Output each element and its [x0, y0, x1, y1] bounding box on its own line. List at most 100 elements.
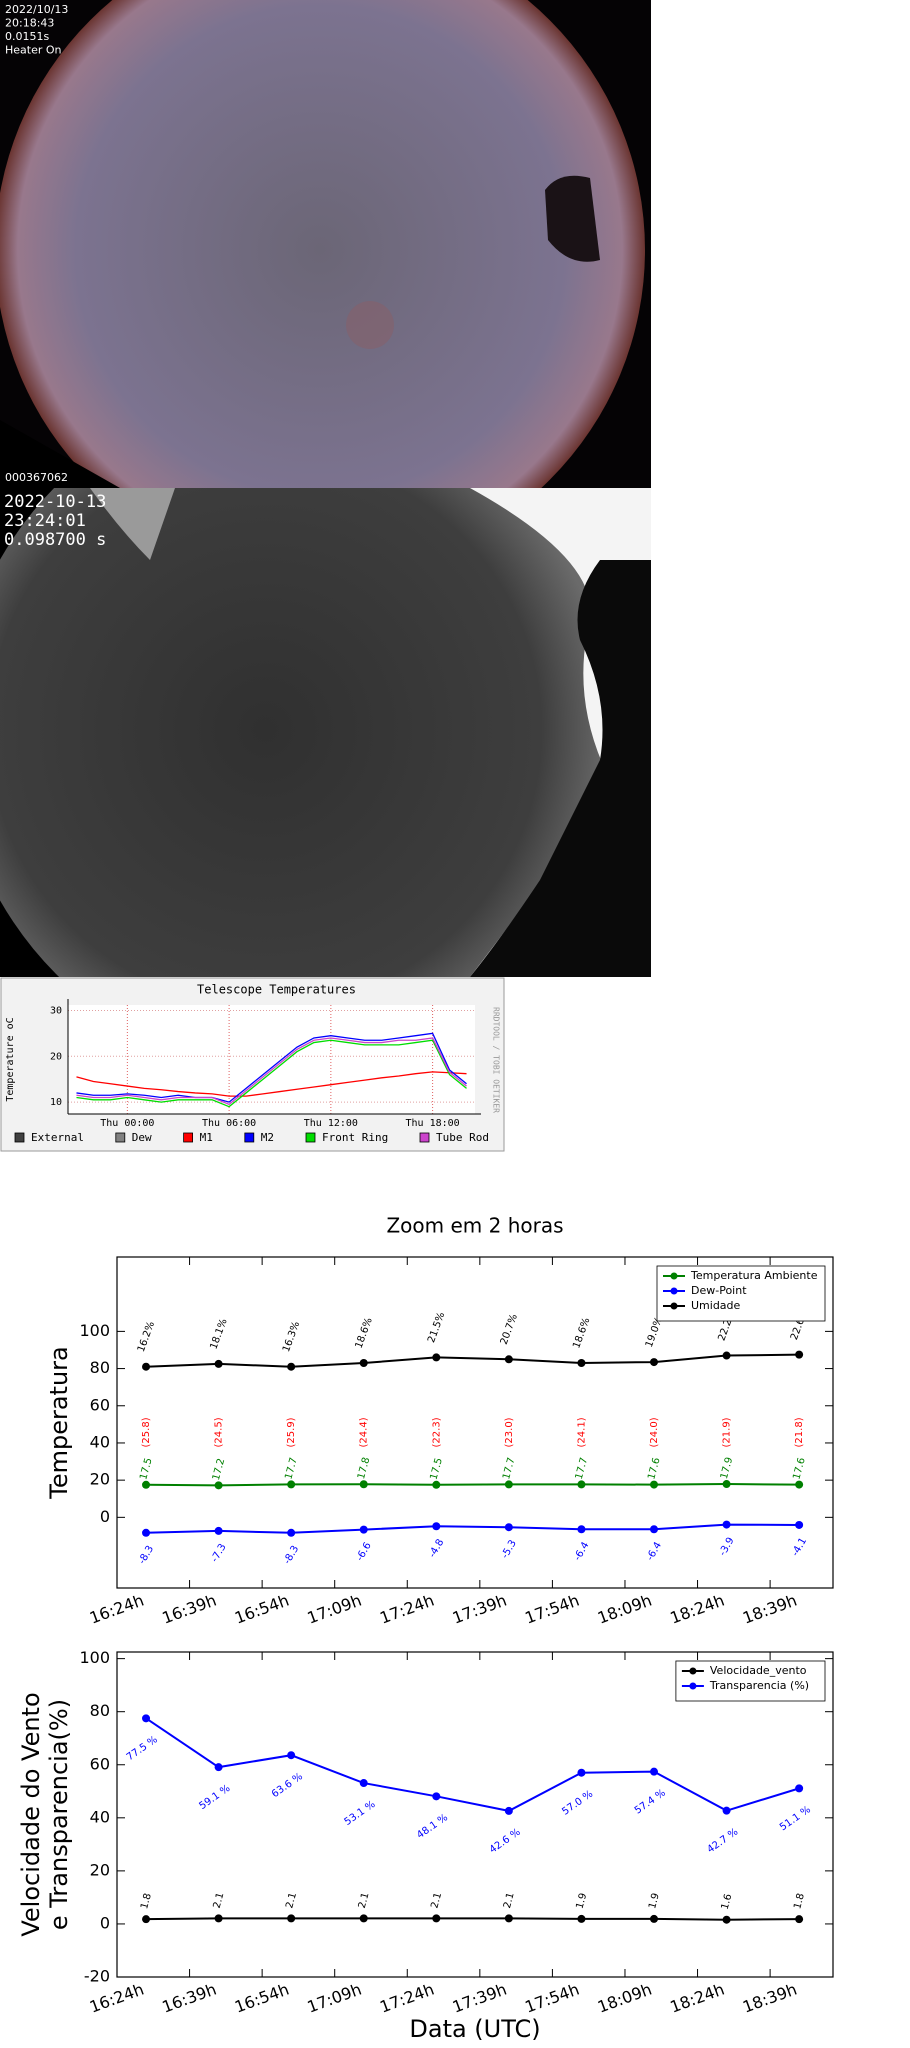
- x-tick-label: 16:54h: [232, 1980, 291, 2017]
- series-line: [146, 1917, 800, 1921]
- legend-label: M1: [200, 1131, 213, 1144]
- data-label: 17.5: [138, 1457, 154, 1481]
- x-tick-label: 17:09h: [305, 1980, 364, 2017]
- annotation: (22.3): [431, 1417, 442, 1447]
- x-tick-label: 18:24h: [668, 1591, 727, 1628]
- annotation: (24.5): [214, 1417, 225, 1447]
- sky-camera-2: [0, 488, 651, 977]
- x-tick-label: 17:54h: [522, 1980, 581, 2017]
- legend-marker: [670, 1302, 678, 1310]
- data-point: [795, 1480, 804, 1489]
- axes-frame: [116, 1651, 834, 1978]
- y-axis-label: e Transparencia(%): [45, 1699, 73, 1930]
- data-label: 17.6: [791, 1457, 807, 1481]
- data-label: 42.7 %: [705, 1827, 740, 1856]
- annotation: 18.6%: [354, 1316, 375, 1350]
- data-point: [795, 1784, 804, 1793]
- x-tick-label: 16:39h: [160, 1980, 219, 2017]
- data-label: -6.6: [355, 1541, 374, 1563]
- data-point: [432, 1480, 441, 1489]
- x-tick-label: 18:39h: [740, 1591, 799, 1628]
- x-tick-label: 16:24h: [87, 1591, 146, 1628]
- data-point: [214, 1359, 223, 1368]
- data-label: 42.6 %: [488, 1827, 523, 1856]
- x-tick-label: 18:39h: [740, 1980, 799, 2017]
- data-point: [722, 1480, 731, 1489]
- legend-label: Transparencia (%): [709, 1679, 809, 1692]
- camera-1-info: 2022/10/13: [5, 3, 68, 16]
- legend-marker: [689, 1667, 697, 1675]
- y-tick-label: 60: [90, 1395, 110, 1414]
- annotation: 16.2%: [136, 1320, 157, 1354]
- data-label: 2.1: [357, 1891, 372, 1909]
- data-point: [142, 1915, 151, 1924]
- y-tick-label: 100: [79, 1321, 110, 1340]
- data-label: 57.0 %: [560, 1789, 595, 1818]
- data-point: [795, 1915, 804, 1924]
- data-label: 1.8: [792, 1892, 807, 1910]
- data-label: 2.1: [429, 1891, 444, 1909]
- data-point: [142, 1362, 151, 1371]
- data-label: 1.9: [647, 1892, 662, 1910]
- data-point: [795, 1520, 804, 1529]
- data-point: [577, 1480, 586, 1489]
- series-line: [76, 1032, 467, 1103]
- x-tick-label: 17:54h: [522, 1591, 581, 1628]
- data-point: [504, 1355, 513, 1364]
- data-point: [142, 1480, 151, 1489]
- data-label: 57.4 %: [633, 1788, 668, 1817]
- data-point: [577, 1358, 586, 1367]
- data-label: -6.4: [645, 1540, 664, 1562]
- data-label: 48.1 %: [415, 1812, 450, 1841]
- series-line: [76, 1037, 467, 1106]
- data-label: 53.1 %: [343, 1799, 378, 1828]
- camera-2-info: 0.098700 s: [4, 530, 106, 550]
- data-point: [650, 1914, 658, 1923]
- data-label: -8.3: [137, 1544, 156, 1566]
- data-point: [287, 1480, 296, 1489]
- data-label: -3.9: [717, 1536, 736, 1558]
- annotation: (21.9): [722, 1417, 733, 1447]
- data-label: 51.1 %: [778, 1804, 813, 1833]
- x-axis-label: Data (UTC): [409, 2015, 540, 2043]
- annotation: (24.4): [359, 1417, 370, 1447]
- x-tick-label: 18:09h: [595, 1980, 654, 2017]
- annotation: (23.0): [504, 1417, 515, 1447]
- y-tick-label: 20: [90, 1470, 110, 1489]
- data-label: 17.8: [356, 1456, 372, 1480]
- annotation: (24.0): [649, 1417, 660, 1447]
- data-point: [287, 1362, 296, 1371]
- data-label: 1.8: [139, 1892, 154, 1910]
- legend-label: Temperatura Ambiente: [690, 1269, 818, 1282]
- watermark: RRDTOOL / TOBI OETIKER: [492, 1007, 501, 1113]
- data-point: [722, 1351, 731, 1360]
- data-point: [722, 1520, 731, 1529]
- y-tick-label: 20: [90, 1860, 110, 1879]
- annotation: 21.5%: [426, 1311, 447, 1345]
- series-line: [145, 1353, 800, 1368]
- y-tick-label: 100: [79, 1648, 110, 1667]
- data-label: -7.3: [209, 1542, 228, 1564]
- data-point: [287, 1914, 296, 1923]
- y-tick-label: 80: [90, 1358, 110, 1377]
- sky-camera-1: [0, 0, 651, 488]
- data-label: 17.7: [283, 1456, 299, 1480]
- legend-swatch: [244, 1132, 255, 1143]
- x-tick-label: Thu 18:00: [406, 1118, 460, 1129]
- data-point: [650, 1767, 658, 1776]
- data-label: -6.4: [572, 1540, 591, 1562]
- data-label: -8.3: [282, 1544, 301, 1566]
- series-line: [76, 1039, 467, 1108]
- annotation: 18.6%: [571, 1316, 592, 1350]
- annotation: 16.3%: [281, 1320, 302, 1354]
- data-point: [287, 1528, 296, 1537]
- legend-label: M2: [261, 1131, 274, 1144]
- y-tick-label: -20: [84, 1967, 110, 1986]
- series-line: [145, 1717, 800, 1812]
- y-tick-label: 20: [50, 1051, 62, 1062]
- data-point: [287, 1751, 296, 1760]
- camera-2-info: 23:24:01: [4, 511, 86, 531]
- data-point: [504, 1806, 513, 1815]
